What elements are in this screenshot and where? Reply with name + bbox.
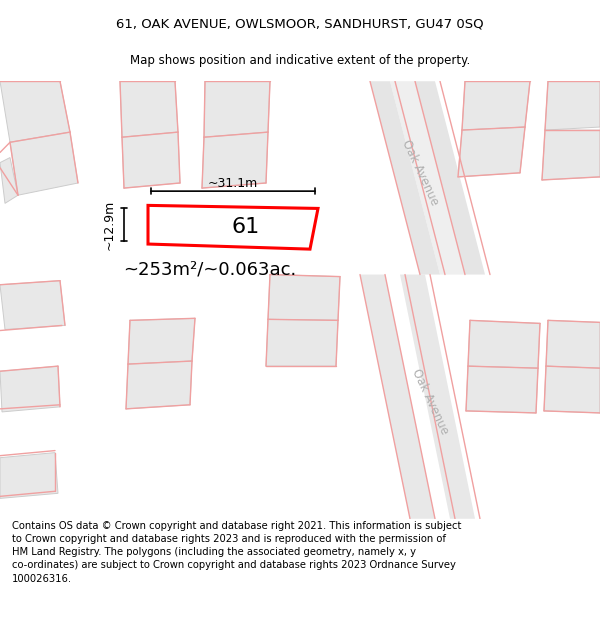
Polygon shape [370,81,440,274]
Polygon shape [122,132,180,188]
Polygon shape [466,366,538,413]
Polygon shape [400,274,475,519]
Polygon shape [415,81,485,274]
Polygon shape [0,366,60,412]
Text: ~31.1m: ~31.1m [208,177,258,190]
Polygon shape [0,281,65,329]
Polygon shape [542,130,600,180]
Polygon shape [545,81,600,130]
Polygon shape [0,452,58,498]
Polygon shape [148,206,318,249]
Text: ~12.9m: ~12.9m [103,199,116,250]
Polygon shape [10,132,78,195]
Polygon shape [458,127,525,177]
Polygon shape [390,81,465,274]
Text: Contains OS data © Crown copyright and database right 2021. This information is : Contains OS data © Crown copyright and d… [12,521,461,584]
Text: 61: 61 [232,217,260,237]
Polygon shape [0,158,18,203]
Polygon shape [462,81,530,130]
Polygon shape [0,81,70,142]
Polygon shape [204,81,270,138]
Polygon shape [120,81,178,138]
Polygon shape [266,319,338,366]
Text: Map shows position and indicative extent of the property.: Map shows position and indicative extent… [130,54,470,68]
Polygon shape [546,321,600,368]
Polygon shape [128,318,195,364]
Text: 61, OAK AVENUE, OWLSMOOR, SANDHURST, GU47 0SQ: 61, OAK AVENUE, OWLSMOOR, SANDHURST, GU4… [116,18,484,31]
Text: ~253m²/~0.063ac.: ~253m²/~0.063ac. [124,261,296,279]
Polygon shape [202,132,268,188]
Text: Oak Avenue: Oak Avenue [409,367,451,437]
Polygon shape [268,274,340,321]
Polygon shape [468,321,540,368]
Polygon shape [360,274,435,519]
Text: Oak Avenue: Oak Avenue [399,138,441,208]
Polygon shape [544,366,600,413]
Polygon shape [126,361,192,409]
